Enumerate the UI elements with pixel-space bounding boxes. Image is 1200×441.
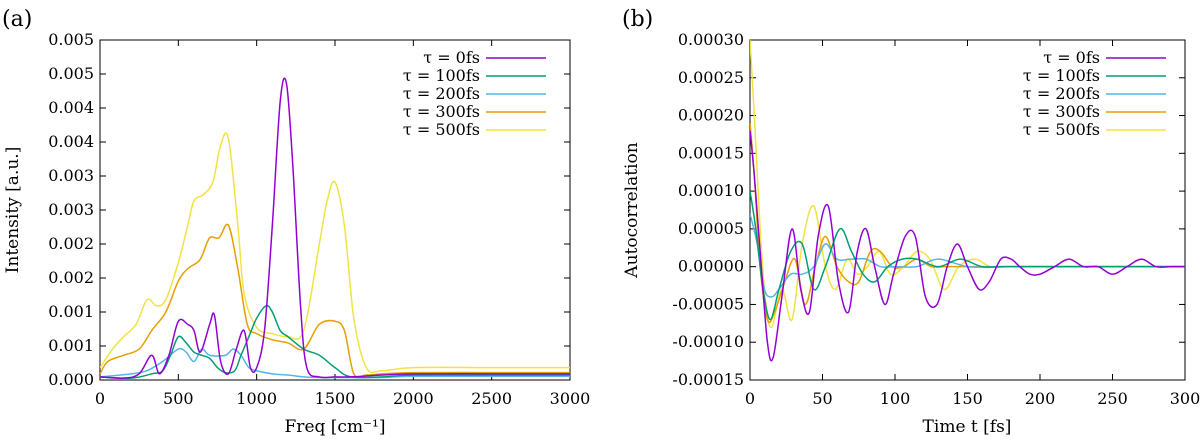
panel-a-y-ticks: 0.000 0.001 0.001 0.002 0.002 0.003 0.003 0.004…	[48, 30, 570, 389]
panel-a-y-axis-label: Intensity [a.u.]	[3, 147, 23, 274]
y-tick-label: 0.00005	[678, 219, 744, 238]
panel-b-series	[750, 40, 1185, 361]
x-tick-label: 2500	[471, 389, 512, 408]
series-line-0	[750, 131, 1185, 361]
legend-label: τ = 200fs	[1023, 84, 1100, 103]
y-tick-label: 0.00000	[678, 257, 744, 276]
y-tick-label: 0.003	[48, 166, 94, 185]
panel-a-label: (a)	[2, 7, 32, 32]
panel-b-y-ticks: -0.00015 -0.00010 -0.00005 0.00000 0.00005 0.…	[672, 30, 1185, 389]
y-tick-label: -0.00005	[672, 294, 744, 313]
y-tick-label: 0.00020	[678, 106, 744, 125]
y-tick-label: 0.005	[48, 64, 94, 83]
legend-label: τ = 0fs	[1043, 48, 1100, 67]
x-tick-label: 50	[812, 389, 832, 408]
x-tick-label: 0	[95, 389, 105, 408]
y-tick-label: 0.00030	[678, 30, 744, 49]
y-tick-label: 0.005	[48, 30, 94, 49]
panel-b-y-axis-label: Autocorrelation	[622, 142, 642, 278]
panel-b-label: (b)	[622, 7, 653, 32]
panel-a-chart: (a) 0.0000.0010.0010.0020.0020.0030.0030…	[2, 7, 590, 437]
panel-b-x-ticks: 0 50 100 150 200 250 300	[745, 40, 1200, 408]
x-tick-label: 2000	[393, 389, 434, 408]
x-tick-label: 1000	[236, 389, 277, 408]
y-tick-label: 0.001	[48, 336, 94, 355]
series-line-3	[750, 123, 1185, 322]
series-line-4	[100, 133, 570, 373]
legend-label: τ = 300fs	[403, 102, 480, 121]
y-tick-label: 0.00015	[678, 143, 744, 162]
x-tick-label: 150	[952, 389, 983, 408]
y-tick-label: 0.002	[48, 268, 94, 287]
legend-label: τ = 300fs	[1023, 102, 1100, 121]
x-tick-label: 3000	[550, 389, 591, 408]
legend-label: τ = 100fs	[403, 66, 480, 85]
y-tick-label: 0.004	[48, 98, 94, 117]
y-tick-label: 0.002	[48, 234, 94, 253]
panel-a-x-axis-label: Freq [cm⁻¹]	[285, 417, 386, 437]
panel-a-frame	[100, 40, 570, 380]
panel-b-x-axis-label: Time t [fs]	[923, 417, 1012, 437]
x-tick-label: 200	[1025, 389, 1056, 408]
legend-label: τ = 500fs	[1023, 120, 1100, 139]
panel-a-series	[100, 78, 570, 378]
x-tick-label: 250	[1097, 389, 1128, 408]
y-tick-label: 0.00025	[678, 68, 744, 87]
x-tick-label: 100	[880, 389, 911, 408]
series-line-0	[100, 78, 570, 378]
y-tick-label: 0.001	[48, 302, 94, 321]
figure: (a) 0.0000.0010.0010.0020.0020.0030.0030…	[0, 0, 1200, 441]
x-tick-label: 0	[745, 389, 755, 408]
y-tick-label: 0.00010	[678, 181, 744, 200]
legend-label: τ = 100fs	[1023, 66, 1100, 85]
legend-label: τ = 0fs	[423, 48, 480, 67]
y-tick-label: 0.000	[48, 370, 94, 389]
y-tick-label: 0.003	[48, 200, 94, 219]
x-tick-label: 300	[1170, 389, 1200, 408]
y-tick-label: 0.004	[48, 132, 94, 151]
legend-label: τ = 200fs	[403, 84, 480, 103]
x-tick-label: 500	[163, 389, 194, 408]
y-tick-label: -0.00015	[672, 370, 744, 389]
panel-b-chart: (b) -0.00015 -0.00010 -0.00005 0.00000 0.000…	[622, 7, 1200, 437]
y-tick-label: -0.00010	[672, 332, 744, 351]
x-tick-label: 1500	[315, 389, 356, 408]
series-line-4	[750, 40, 1185, 328]
legend-label: τ = 500fs	[403, 120, 480, 139]
